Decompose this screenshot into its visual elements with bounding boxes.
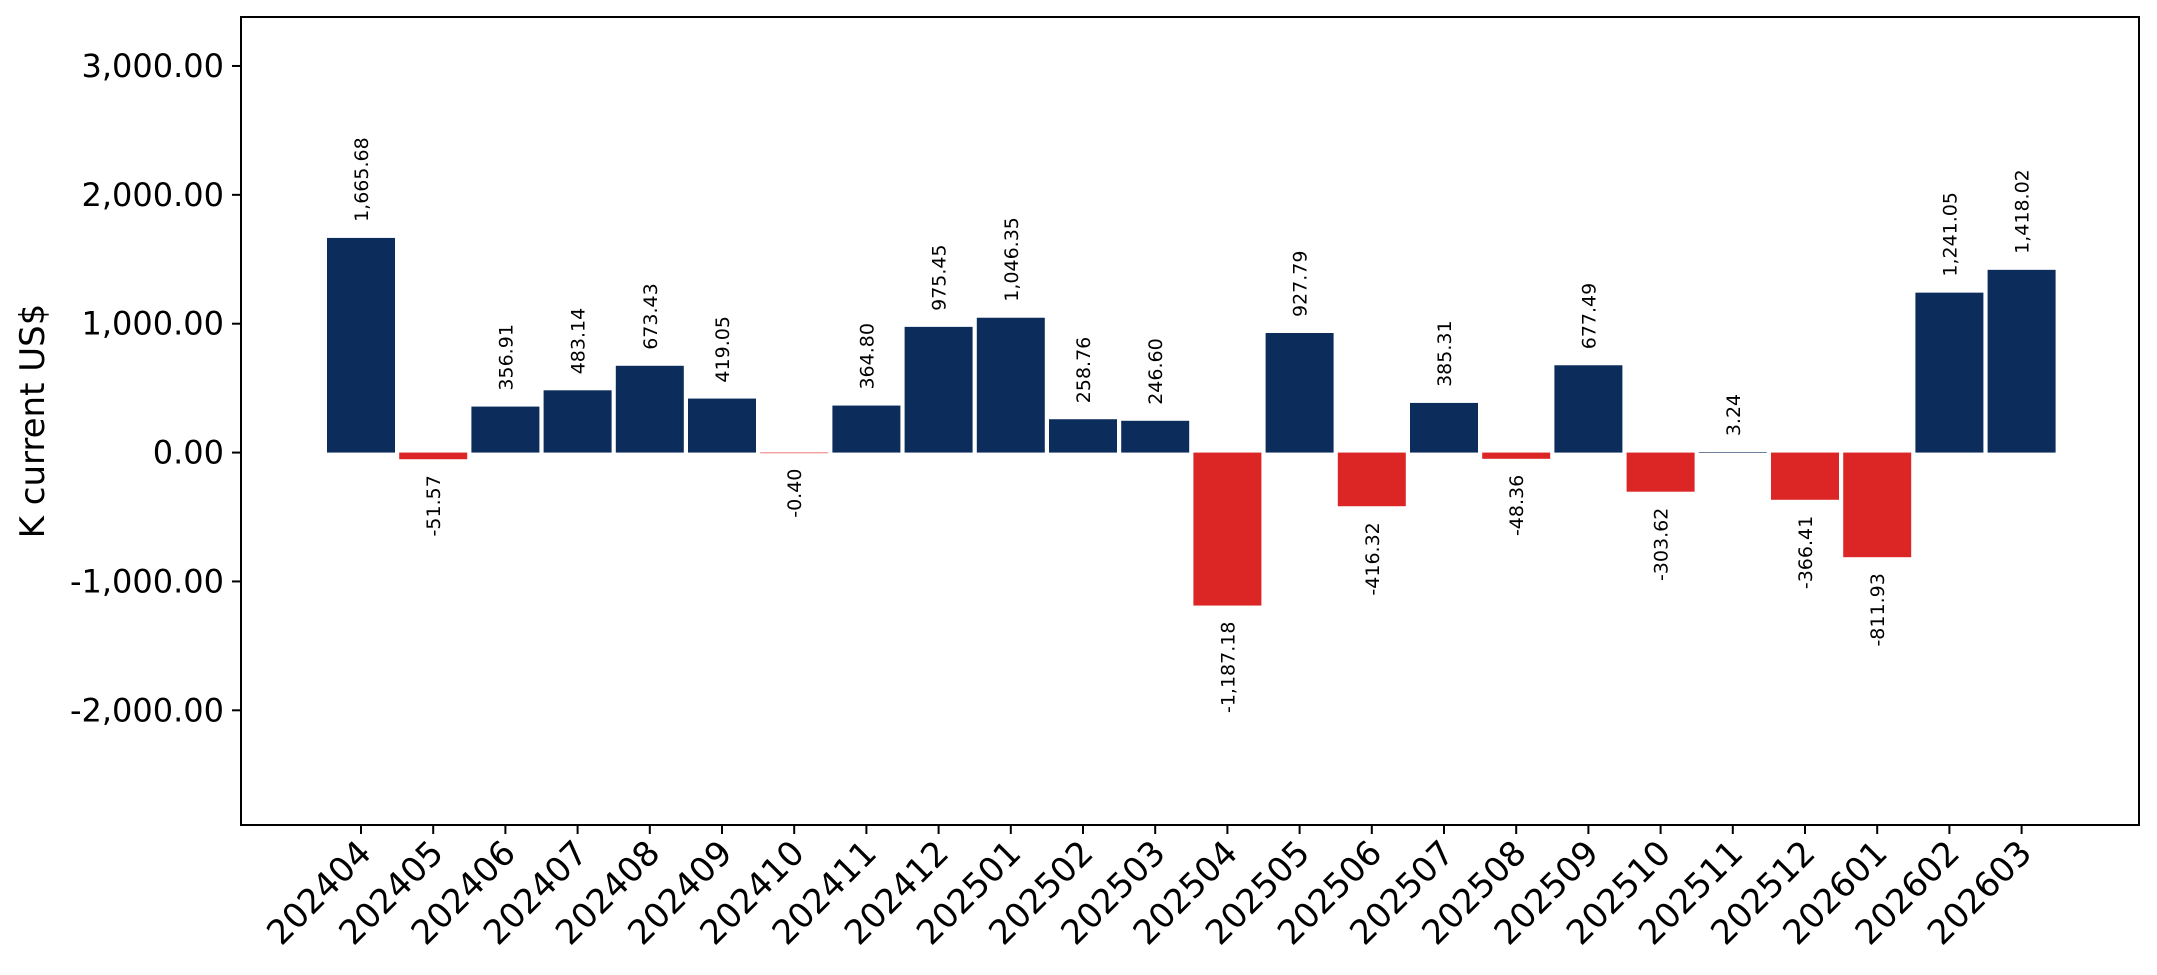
bar-202412 xyxy=(904,326,973,453)
data-label-202601: -811.93 xyxy=(1867,573,1889,646)
data-label-202511: 3.24 xyxy=(1723,394,1745,436)
bar-202411 xyxy=(832,405,901,453)
bar-202510 xyxy=(1626,452,1695,492)
y-axis-title: K current US$ xyxy=(13,304,53,539)
y-tick-label: -1,000.00 xyxy=(70,562,224,600)
data-label-202412: 975.45 xyxy=(929,244,951,310)
data-label-202506: -416.32 xyxy=(1362,522,1384,595)
data-label-202405: -51.57 xyxy=(423,475,445,536)
bar-202508 xyxy=(1482,452,1551,459)
data-label-202410: -0.40 xyxy=(784,469,806,518)
data-label-202509: 677.49 xyxy=(1578,283,1600,349)
bar-202404 xyxy=(327,237,395,453)
bar-202408 xyxy=(615,365,684,453)
bar-202601 xyxy=(1843,452,1912,558)
bar-202511 xyxy=(1698,452,1767,453)
bar-202602 xyxy=(1915,292,1984,453)
bar-202506 xyxy=(1337,452,1406,507)
y-tick-label: 3,000.00 xyxy=(82,47,225,85)
y-tick-label: 2,000.00 xyxy=(82,176,225,214)
bar-202509 xyxy=(1554,365,1623,453)
bar-202507 xyxy=(1410,402,1478,453)
data-label-202407: 483.14 xyxy=(568,308,590,374)
data-label-202505: 927.79 xyxy=(1290,251,1312,317)
bar-202410 xyxy=(760,452,829,454)
data-label-202409: 419.05 xyxy=(712,316,734,382)
bar-202409 xyxy=(688,398,756,453)
data-label-202503: 246.60 xyxy=(1145,338,1167,404)
data-label-202603: 1,418.02 xyxy=(2012,169,2034,254)
bar-202603 xyxy=(1987,269,2056,453)
data-label-202501: 1,046.35 xyxy=(1001,217,1023,302)
bar-202505 xyxy=(1265,333,1334,453)
data-label-202406: 356.91 xyxy=(495,324,517,390)
data-label-202602: 1,241.05 xyxy=(1939,192,1961,277)
y-tick-label: 1,000.00 xyxy=(82,305,225,343)
data-label-202508: -48.36 xyxy=(1506,475,1528,536)
bar-202406 xyxy=(471,406,540,453)
y-tick-label: 0.00 xyxy=(153,434,224,472)
data-label-202504: -1,187.18 xyxy=(1217,622,1239,713)
data-label-202502: 258.76 xyxy=(1073,337,1095,403)
bar-202407 xyxy=(543,390,612,453)
data-label-202512: -366.41 xyxy=(1795,516,1817,589)
data-label-202408: 673.43 xyxy=(640,283,662,349)
bar-202504 xyxy=(1193,452,1262,606)
data-label-202507: 385.31 xyxy=(1434,320,1456,386)
data-label-202510: -303.62 xyxy=(1651,508,1673,581)
bar-202502 xyxy=(1049,419,1117,453)
bar-202405 xyxy=(399,452,468,460)
bar-202503 xyxy=(1121,420,1190,453)
bar-202501 xyxy=(976,317,1045,453)
data-label-202411: 364.80 xyxy=(856,323,878,389)
data-label-202404: 1,665.68 xyxy=(351,137,373,222)
y-tick-label: -2,000.00 xyxy=(70,691,224,729)
bar-202512 xyxy=(1771,452,1839,500)
